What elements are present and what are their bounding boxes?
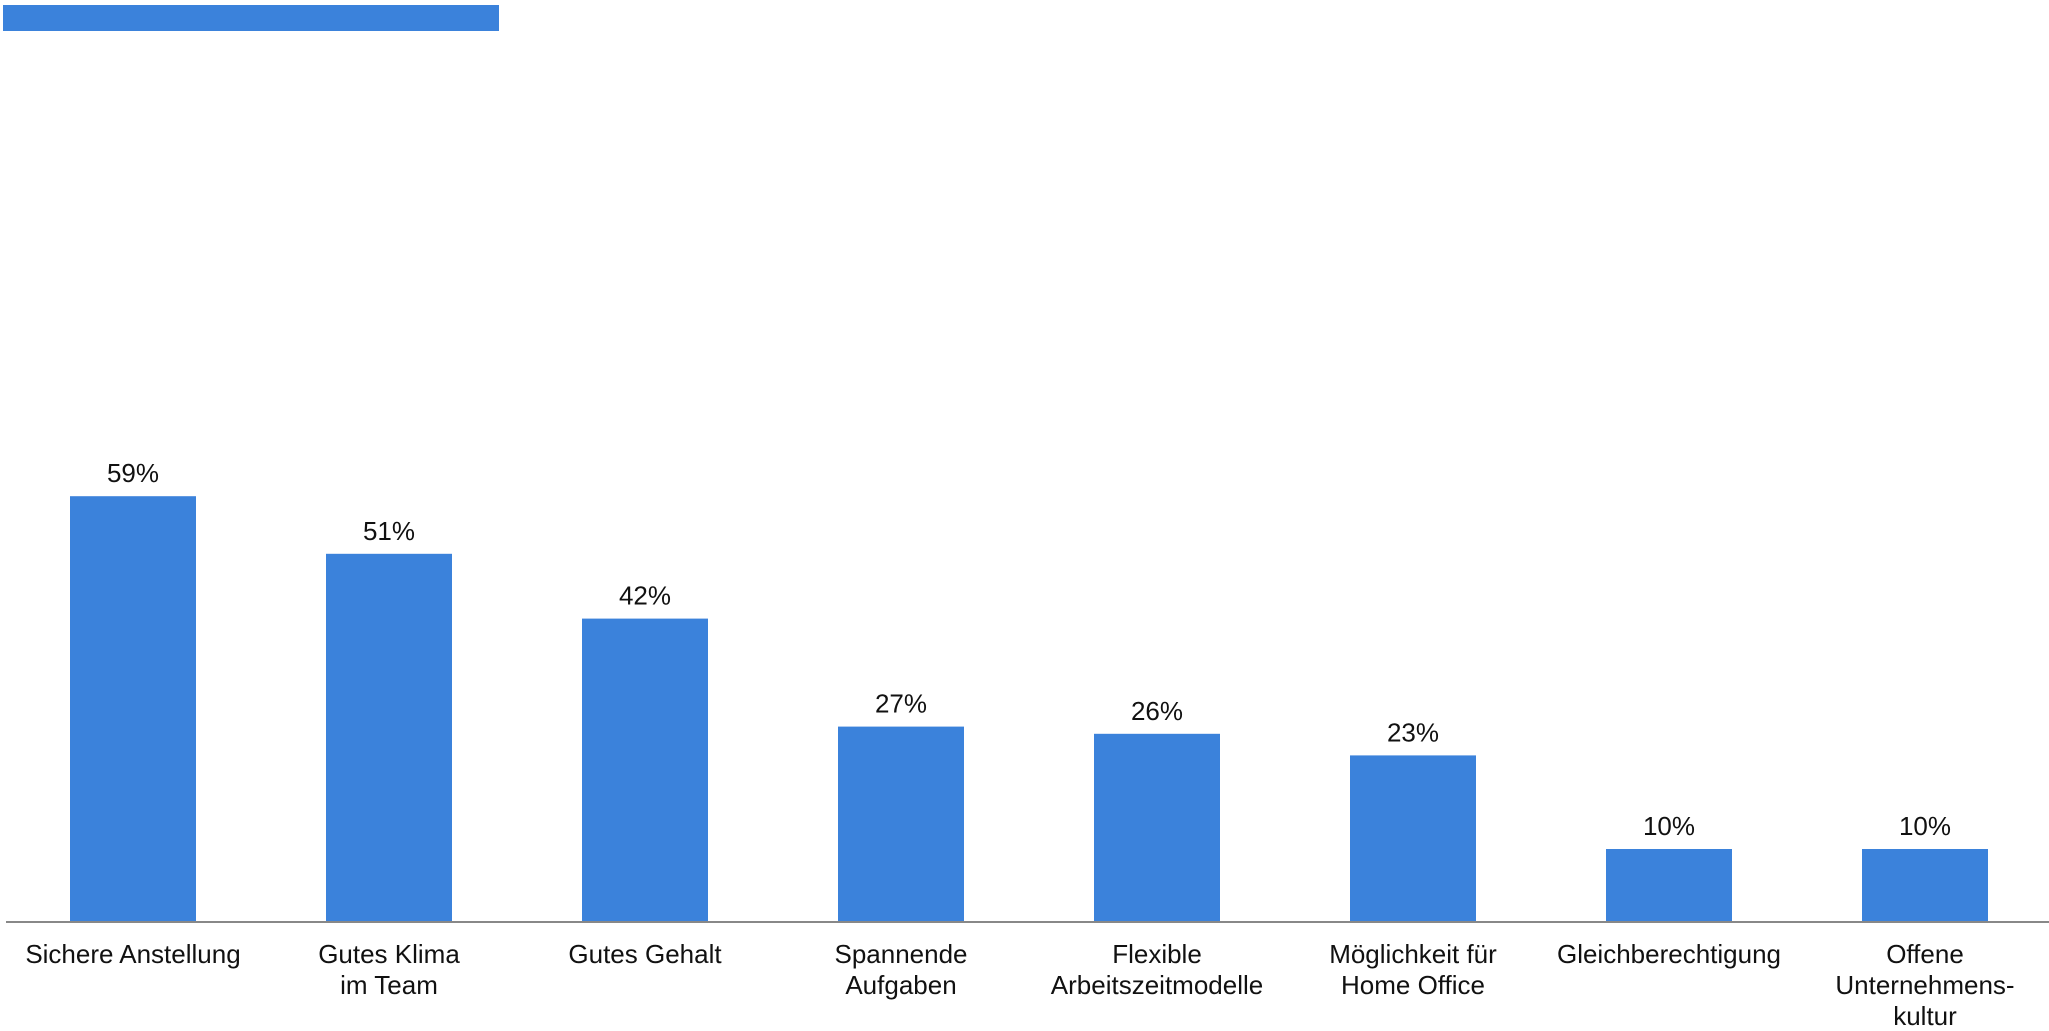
x-tick-label-3: Gutes Gehalt [568, 939, 722, 969]
x-tick-label-line: Home Office [1341, 970, 1485, 1000]
x-tick-label-5: Flexible Arbeitszeitmodelle [1051, 939, 1263, 1000]
x-tick-label-7: Gleichberechtigung [1557, 939, 1781, 969]
bar-value-label-7: 10% [1643, 811, 1695, 841]
x-tick-label-line: Unternehmens- [1835, 970, 2014, 1000]
x-tick-label-4: Spannende Aufgaben [834, 939, 967, 1000]
x-tick-label-8: Offene Unternehmens-kultur [1835, 939, 2014, 1031]
bar-4 [838, 726, 964, 921]
x-tick-label-line: Arbeitszeitmodelle [1051, 970, 1263, 1000]
bar-value-label-3: 42% [619, 581, 671, 611]
x-tick-label-line: Gutes Gehalt [568, 939, 722, 969]
x-tick-label-line: Möglichkeit für [1329, 939, 1497, 969]
x-tick-label-6: Möglichkeit für Home Office [1329, 939, 1497, 1000]
x-tick-label-line: Flexible [1112, 939, 1202, 969]
value-labels-group: 59% 51% 42% 27% 26% 23% 10% 10% [107, 458, 1951, 841]
bar-value-label-4: 27% [875, 689, 927, 719]
bar-value-label-6: 23% [1387, 717, 1439, 747]
x-tick-label-line: Spannende [834, 939, 967, 969]
bar-5 [1094, 733, 1220, 921]
x-tick-label-line: kultur [1893, 1001, 1957, 1031]
bar-3 [582, 618, 708, 921]
x-tick-label-line: Gutes Klima [318, 939, 460, 969]
bar-value-label-8: 10% [1899, 811, 1951, 841]
bar-7 [1606, 849, 1732, 921]
bars-group [70, 496, 1988, 921]
bar-value-label-1: 59% [107, 458, 159, 488]
bar-value-label-5: 26% [1131, 696, 1183, 726]
bar-6 [1350, 755, 1476, 921]
x-tick-label-line: Sichere Anstellung [25, 939, 240, 969]
header-accent-bar [3, 5, 499, 31]
x-tick-label-line: Offene [1886, 939, 1964, 969]
bar-8 [1862, 849, 1988, 921]
x-tick-label-line: im Team [340, 970, 438, 1000]
x-tick-label-1: Sichere Anstellung [25, 939, 240, 969]
x-tick-labels-group: Sichere Anstellung Gutes Klima im TeamGute… [25, 939, 2014, 1031]
bar-value-label-2: 51% [363, 516, 415, 546]
x-tick-label-line: Gleichberechtigung [1557, 939, 1781, 969]
bar-1 [70, 496, 196, 921]
x-tick-label-2: Gutes Klima im Team [318, 939, 460, 1000]
bar-2 [326, 553, 452, 921]
x-tick-label-line: Aufgaben [845, 970, 956, 1000]
